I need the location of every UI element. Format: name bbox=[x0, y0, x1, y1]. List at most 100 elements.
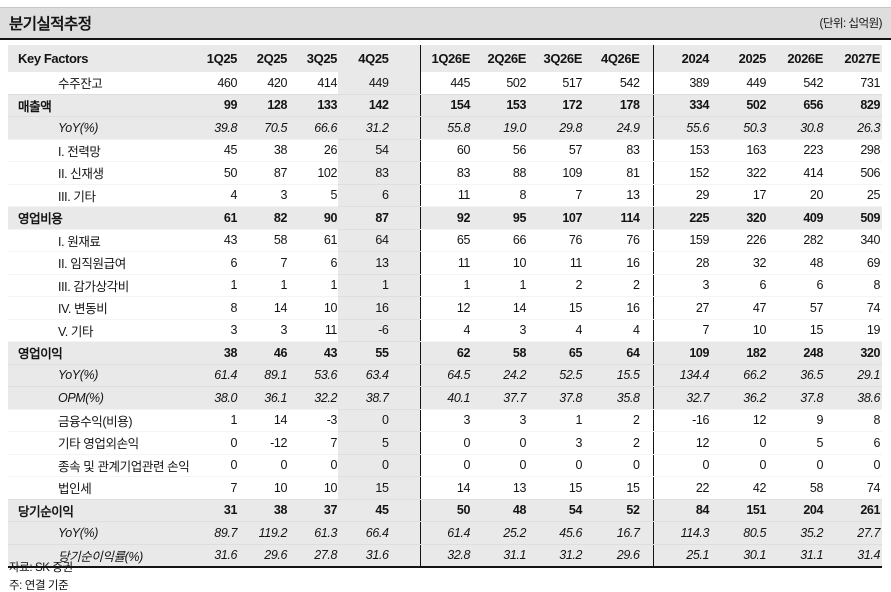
table-row: YoY(%) 39.8 70.5 66.6 31.2 55.8 19.0 29.8 24.9 55… bbox=[8, 116, 882, 140]
value-cell: 14 bbox=[238, 296, 288, 320]
row-label: II. 신재생 bbox=[8, 161, 186, 185]
table-row: 당기순이익률(%) 31.6 29.6 27.8 31.6 32.8 31.1 31.2 29.… bbox=[8, 544, 882, 568]
value-cell: 31 bbox=[186, 499, 238, 522]
value-cell: 24.2 bbox=[471, 364, 527, 387]
value-cell: 10 bbox=[238, 476, 288, 500]
value-cell: 38.7 bbox=[338, 386, 420, 410]
value-cell: 61.4 bbox=[186, 364, 238, 387]
value-cell: 656 bbox=[767, 94, 824, 117]
row-label: III. 기타 bbox=[8, 184, 186, 207]
value-cell: 226 bbox=[710, 229, 767, 252]
value-cell: 29.1 bbox=[824, 364, 882, 387]
row-label: IV. 변동비 bbox=[8, 296, 186, 320]
source-note: 자료: SK 증권 bbox=[9, 562, 73, 574]
header-col-1Q26E: 1Q26E bbox=[419, 45, 471, 72]
row-label: I. 원재료 bbox=[8, 229, 186, 252]
value-cell: 42 bbox=[710, 476, 767, 500]
value-cell: 47 bbox=[710, 296, 767, 320]
table-row: 금융수익(비용) 1 14 -3 0 3 3 1 2 -16 12 9 8 bbox=[8, 409, 882, 432]
value-cell: 57 bbox=[527, 139, 583, 162]
row-label: III. 감가상각비 bbox=[8, 274, 186, 297]
value-cell: 8 bbox=[824, 409, 882, 432]
value-cell: 0 bbox=[288, 454, 338, 477]
table-row: YoY(%) 89.7 119.2 61.3 66.4 61.4 25.2 45.6 16.7 1… bbox=[8, 521, 882, 545]
value-cell: 151 bbox=[710, 499, 767, 522]
value-cell: 80.5 bbox=[710, 521, 767, 545]
value-cell: 65 bbox=[527, 341, 583, 365]
value-cell: 3 bbox=[238, 184, 288, 207]
value-cell: -3 bbox=[288, 409, 338, 432]
value-cell: 4 bbox=[419, 319, 471, 342]
value-cell: 11 bbox=[419, 251, 471, 275]
value-cell: 178 bbox=[583, 94, 653, 117]
header-col-2Q26E: 2Q26E bbox=[471, 45, 527, 72]
value-cell: 50 bbox=[186, 161, 238, 185]
value-cell: 4 bbox=[527, 319, 583, 342]
value-cell: 109 bbox=[527, 161, 583, 185]
value-cell: 0 bbox=[338, 409, 420, 432]
value-cell: 2 bbox=[527, 274, 583, 297]
value-cell: 7 bbox=[288, 431, 338, 455]
value-cell: 731 bbox=[824, 72, 882, 95]
table-row: YoY(%) 61.4 89.1 53.6 63.4 64.5 24.2 52.5 15.5 13… bbox=[8, 364, 882, 387]
value-cell: 76 bbox=[527, 229, 583, 252]
value-cell: 53.6 bbox=[288, 364, 338, 387]
table-row: III. 감가상각비 1 1 1 1 1 1 2 2 3 6 6 8 bbox=[8, 274, 882, 297]
row-label: 기타 영업외손익 bbox=[8, 431, 186, 455]
value-cell: 449 bbox=[710, 72, 767, 95]
value-cell: 66.2 bbox=[710, 364, 767, 387]
value-cell: 16.7 bbox=[583, 521, 653, 545]
value-cell: 5 bbox=[338, 431, 420, 455]
value-cell: 89.1 bbox=[238, 364, 288, 387]
value-cell: 3 bbox=[652, 274, 710, 297]
value-cell: 62 bbox=[419, 341, 471, 365]
value-cell: 35.8 bbox=[583, 386, 653, 410]
value-cell: 39.8 bbox=[186, 116, 238, 140]
row-label: II. 임직원급여 bbox=[8, 251, 186, 275]
value-cell: 32.8 bbox=[419, 544, 471, 568]
value-cell: 25.1 bbox=[652, 544, 710, 568]
value-cell: 54 bbox=[527, 499, 583, 522]
value-cell: 92 bbox=[419, 206, 471, 230]
value-cell: 66.4 bbox=[338, 521, 420, 545]
value-cell: 11 bbox=[419, 184, 471, 207]
value-cell: 2 bbox=[583, 409, 653, 432]
value-cell: 87 bbox=[338, 206, 420, 230]
value-cell: 45.6 bbox=[527, 521, 583, 545]
table-row: 매출액 99 128 133 142 154 153 172 178 334 502 656 829 bbox=[8, 94, 882, 117]
value-cell: 66.6 bbox=[288, 116, 338, 140]
row-label: 수주잔고 bbox=[8, 72, 186, 95]
value-cell: 334 bbox=[652, 94, 710, 117]
header-col-2027E: 2027E bbox=[824, 45, 882, 72]
value-cell: 74 bbox=[824, 476, 882, 500]
value-cell: 102 bbox=[288, 161, 338, 185]
value-cell: 15 bbox=[527, 296, 583, 320]
row-label: OPM(%) bbox=[8, 386, 186, 410]
value-cell: 320 bbox=[710, 206, 767, 230]
value-cell: 61.3 bbox=[288, 521, 338, 545]
value-cell: 29 bbox=[652, 184, 710, 207]
value-cell: 64 bbox=[338, 229, 420, 252]
row-label: 당기순이익 bbox=[8, 499, 186, 522]
value-cell: 40.1 bbox=[419, 386, 471, 410]
value-cell: 95 bbox=[471, 206, 527, 230]
value-cell: 64 bbox=[583, 341, 653, 365]
value-cell: 15 bbox=[583, 476, 653, 500]
value-cell: 114 bbox=[583, 206, 653, 230]
value-cell: 829 bbox=[824, 94, 882, 117]
table-row: 법인세 7 10 10 15 14 13 15 15 22 42 58 74 bbox=[8, 476, 882, 500]
value-cell: 25 bbox=[824, 184, 882, 207]
value-cell: 114.3 bbox=[652, 521, 710, 545]
value-cell: 14 bbox=[471, 296, 527, 320]
header-col-3Q25: 3Q25 bbox=[288, 45, 338, 72]
value-cell: 322 bbox=[710, 161, 767, 185]
value-cell: 3 bbox=[527, 431, 583, 455]
value-cell: 46 bbox=[238, 341, 288, 365]
value-cell: 82 bbox=[238, 206, 288, 230]
value-cell: 445 bbox=[419, 72, 471, 95]
value-cell: 4 bbox=[186, 184, 238, 207]
value-cell: 38 bbox=[238, 139, 288, 162]
value-cell: 43 bbox=[186, 229, 238, 252]
value-cell: 37.8 bbox=[527, 386, 583, 410]
